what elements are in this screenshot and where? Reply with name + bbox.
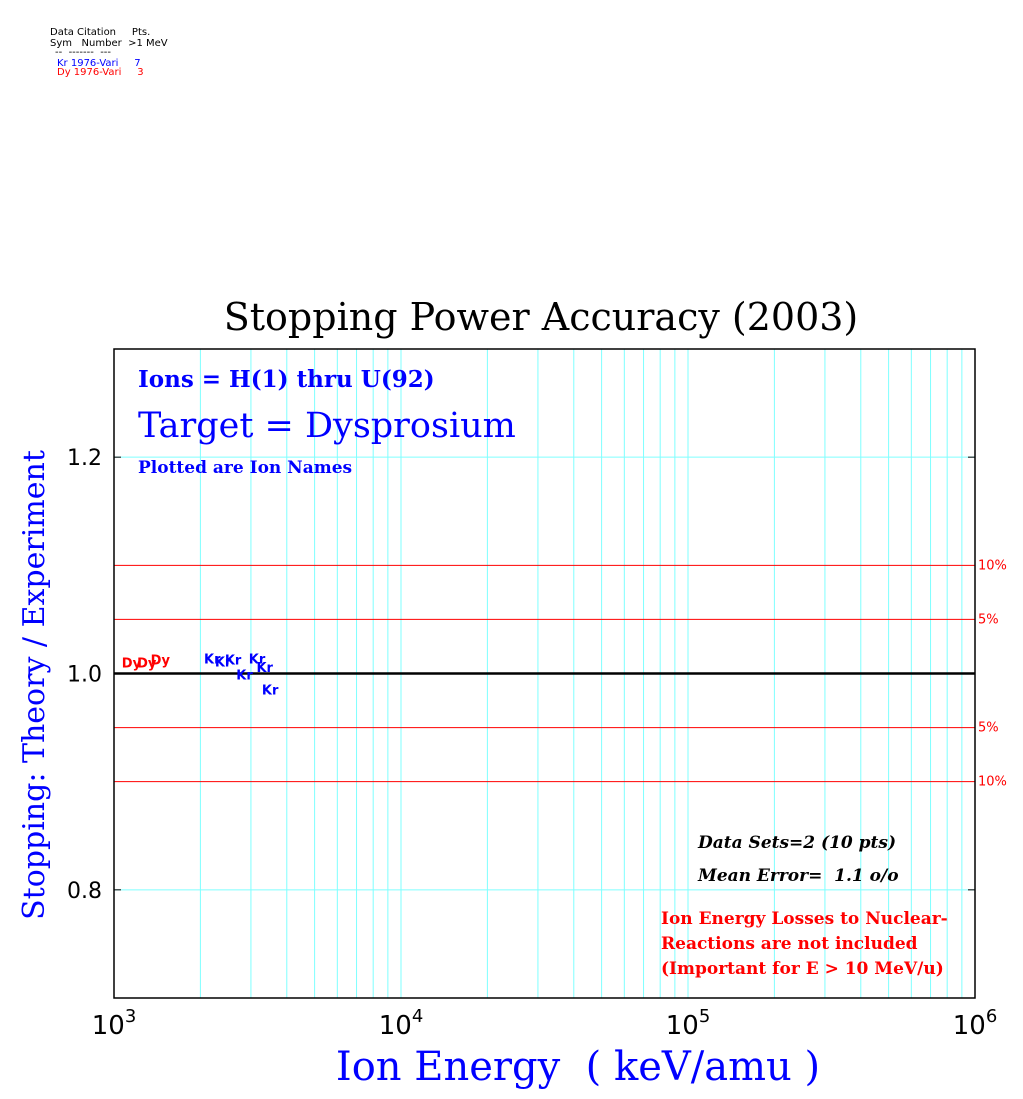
x-tick-exponent: 4 (412, 1006, 423, 1027)
x-tick-base: 10 (666, 1011, 699, 1041)
x-tick-label: 103 (92, 1006, 137, 1041)
target-annotation: Target = Dysprosium (138, 406, 516, 446)
legend-header-2: Sym Number >1 MeV (50, 38, 168, 49)
x-axis-label: Ion Energy ( keV/amu ) (336, 1044, 820, 1090)
ions-annotation: Ions = H(1) thru U(92) (138, 366, 435, 393)
data-point-kr: Kr (256, 661, 273, 676)
x-tick-exponent: 3 (125, 1006, 136, 1027)
y-axis-label: Stopping: Theory / Experiment (17, 450, 52, 920)
legend-rule: -- ------- --- (55, 47, 111, 58)
y-tick-label: 0.8 (67, 879, 102, 904)
nuclear-note-line-3: (Important for E > 10 MeV/u) (661, 959, 944, 979)
data-point-kr: Kr (249, 652, 266, 667)
legend-row-dy: Dy 1976-Vari 3 (57, 67, 144, 78)
data-point-kr: Kr (225, 653, 242, 668)
chart-title: Stopping Power Accuracy (2003) (224, 295, 859, 339)
accuracy-band-label: 10% (978, 775, 1007, 790)
accuracy-band-label: 5% (978, 721, 999, 736)
data-sets-annotation: Data Sets=2 (10 pts) (697, 833, 896, 853)
data-point-kr: Kr (215, 656, 232, 671)
x-tick-label: 106 (953, 1006, 998, 1041)
mean-error-annotation: Mean Error= 1.1 o/o (697, 866, 899, 886)
x-tick-base: 10 (379, 1011, 412, 1041)
plotted-annotation: Plotted are Ion Names (138, 458, 352, 478)
x-tick-exponent: 6 (986, 1006, 997, 1027)
data-point-dy: Dy (137, 657, 157, 672)
accuracy-band-label: 10% (978, 558, 1007, 573)
y-tick-label: 1.0 (67, 663, 102, 688)
nuclear-note-line-1: Ion Energy Losses to Nuclear- (661, 909, 948, 929)
accuracy-bands: 10% 5% 5% 10% (114, 558, 1007, 790)
data-point-kr: Kr (262, 684, 279, 699)
y-tick-label: 1.2 (67, 446, 102, 471)
data-point-dy: Dy (122, 657, 142, 672)
axes (113, 348, 976, 999)
x-tick-base: 10 (92, 1011, 125, 1041)
x-tick-label: 104 (379, 1006, 424, 1041)
accuracy-band-label: 5% (978, 612, 999, 627)
data-point-kr: Kr (236, 669, 253, 684)
legend-row-kr: Kr 1976-Vari 7 (57, 58, 141, 69)
x-tick-exponent: 5 (699, 1006, 710, 1027)
data-point-dy: Dy (151, 653, 171, 668)
legend-header-1: Data Citation Pts. (50, 27, 150, 38)
data-point-kr: Kr (204, 652, 221, 667)
x-tick-base: 10 (953, 1011, 986, 1041)
nuclear-note-line-2: Reactions are not included (661, 934, 918, 954)
data-legend-table: Data Citation Pts. Sym Number >1 MeV -- … (50, 27, 168, 78)
x-tick-label: 105 (666, 1006, 711, 1041)
